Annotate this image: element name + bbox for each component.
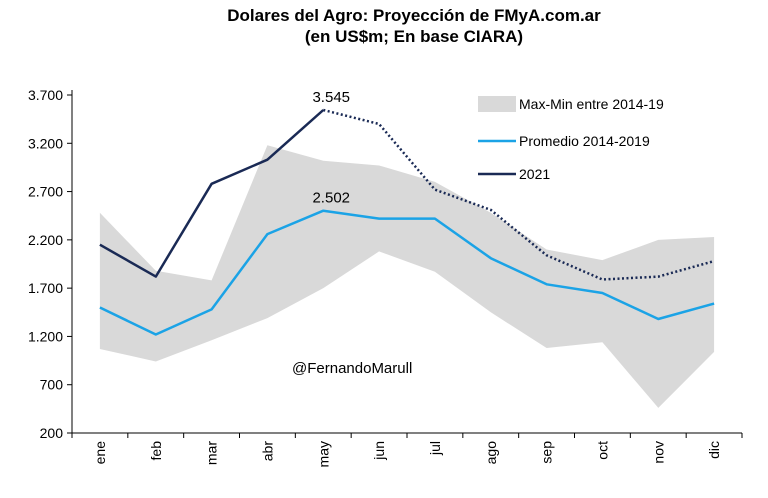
x-tick-label: feb: [148, 441, 164, 461]
x-tick-label: jun: [371, 441, 387, 461]
series-line-promedio: [99, 209, 715, 336]
series-line-2021: [99, 109, 325, 278]
x-tick-label: ago: [483, 441, 499, 465]
data-label: 3.545: [312, 89, 350, 106]
x-tick-label: ene: [92, 441, 108, 465]
y-tick-label: 2.700: [28, 184, 63, 200]
band-area-max-min: [99, 145, 715, 408]
y-tick-label: 1.700: [28, 280, 63, 296]
y-tick-label: 2.200: [28, 232, 63, 248]
x-tick-label: dic: [706, 441, 722, 459]
legend-label-band: Max-Min entre 2014-19: [519, 96, 664, 112]
y-tick-label: 1.200: [28, 328, 63, 344]
data-label: 2.502: [312, 190, 350, 207]
y-tick-label: 700: [40, 377, 64, 393]
legend-label-2021: 2021: [519, 166, 550, 182]
legend-swatch-band: [478, 96, 516, 112]
y-tick-label: 3.200: [28, 135, 63, 151]
x-tick-label: may: [315, 441, 331, 467]
chart-subtitle: (en US$m; En base CIARA): [304, 27, 524, 46]
x-tick-label: mar: [204, 441, 220, 465]
legend-label-promedio: Promedio 2014-2019: [519, 133, 650, 149]
credit-watermark: @FernandoMarull: [292, 360, 412, 377]
x-tick-label: sep: [539, 441, 555, 464]
x-tick-label: abr: [259, 441, 275, 462]
x-tick-label: jul: [427, 441, 443, 456]
y-tick-label: 200: [40, 425, 64, 441]
x-tick-label: oct: [594, 441, 610, 460]
chart-title: Dolares del Agro: Proyección de FMyA.com…: [227, 6, 601, 25]
y-tick-label: 3.700: [28, 87, 63, 103]
x-tick-label: nov: [650, 441, 666, 464]
series-line-2021-projection: [322, 108, 715, 281]
